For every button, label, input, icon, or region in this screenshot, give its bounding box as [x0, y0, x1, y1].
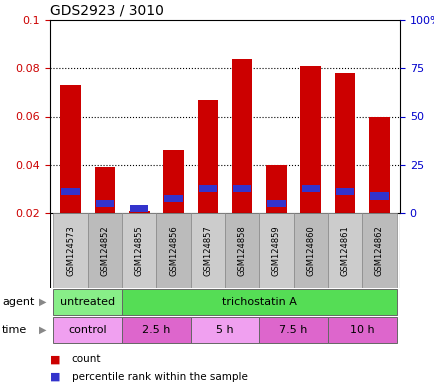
Bar [224, 213, 259, 288]
Bar [53, 290, 122, 314]
Text: ▶: ▶ [39, 325, 46, 335]
Bar [122, 318, 190, 343]
Text: percentile rank within the sample: percentile rank within the sample [72, 372, 247, 382]
Bar [266, 200, 285, 207]
Bar [197, 99, 217, 213]
Bar [327, 213, 362, 288]
Bar [95, 200, 114, 207]
Bar [61, 188, 80, 195]
Bar [88, 213, 122, 288]
Bar [122, 290, 396, 314]
Bar [368, 116, 389, 213]
Text: 5 h: 5 h [216, 325, 233, 335]
Text: 10 h: 10 h [349, 325, 374, 335]
Text: untreated: untreated [60, 297, 115, 307]
Bar [369, 192, 388, 200]
Bar [156, 213, 190, 288]
Bar [334, 73, 355, 213]
Bar [231, 59, 252, 213]
Text: ■: ■ [50, 354, 60, 364]
Text: GSM124862: GSM124862 [374, 225, 383, 276]
Text: 2.5 h: 2.5 h [142, 325, 170, 335]
Text: GSM124855: GSM124855 [135, 225, 143, 276]
Bar [266, 165, 286, 213]
Text: GSM124860: GSM124860 [306, 225, 315, 276]
Bar [362, 213, 396, 288]
Text: trichostatin A: trichostatin A [221, 297, 296, 307]
Text: ▶: ▶ [39, 297, 46, 307]
Text: GSM124859: GSM124859 [271, 225, 280, 276]
Bar [300, 66, 320, 213]
Text: agent: agent [2, 297, 34, 307]
Bar [164, 195, 182, 202]
Bar [335, 188, 354, 195]
Bar [130, 205, 148, 212]
Bar [94, 167, 115, 213]
Bar [190, 318, 259, 343]
Bar [301, 185, 319, 192]
Text: GSM124857: GSM124857 [203, 225, 212, 276]
Bar [60, 85, 81, 213]
Text: count: count [72, 354, 101, 364]
Text: GSM124858: GSM124858 [237, 225, 246, 276]
Bar [128, 210, 149, 213]
Text: GSM124856: GSM124856 [169, 225, 178, 276]
Bar [122, 213, 156, 288]
Bar [53, 213, 88, 288]
Text: GDS2923 / 3010: GDS2923 / 3010 [50, 3, 164, 17]
Text: ■: ■ [50, 372, 60, 382]
Bar [259, 318, 327, 343]
Text: control: control [68, 325, 107, 335]
Text: GSM124852: GSM124852 [100, 225, 109, 276]
Text: time: time [2, 325, 27, 335]
Text: GSM124861: GSM124861 [340, 225, 349, 276]
Text: GSM124573: GSM124573 [66, 225, 75, 276]
Bar [259, 213, 293, 288]
Bar [327, 318, 396, 343]
Bar [190, 213, 224, 288]
Bar [163, 150, 184, 213]
Bar [232, 185, 251, 192]
Bar [53, 318, 122, 343]
Bar [198, 185, 217, 192]
Text: 7.5 h: 7.5 h [279, 325, 307, 335]
Bar [293, 213, 327, 288]
